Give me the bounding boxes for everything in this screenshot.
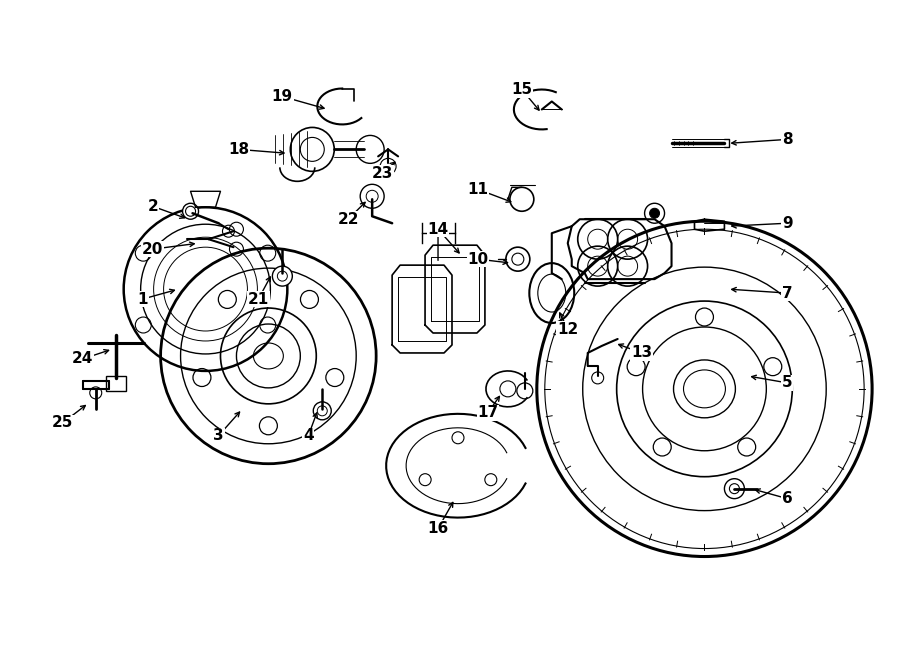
Text: 23: 23 [372, 166, 392, 181]
Text: 20: 20 [142, 242, 163, 256]
Text: 7: 7 [782, 286, 793, 301]
Text: 4: 4 [303, 428, 313, 444]
Circle shape [650, 208, 660, 218]
Circle shape [517, 383, 533, 399]
Text: 24: 24 [72, 352, 94, 366]
Text: 13: 13 [631, 346, 652, 360]
Text: 21: 21 [248, 292, 269, 307]
Text: 16: 16 [428, 521, 449, 536]
Text: 12: 12 [557, 321, 579, 336]
Text: 15: 15 [511, 82, 533, 97]
Text: 25: 25 [52, 415, 74, 430]
Text: 9: 9 [782, 215, 793, 231]
Text: 8: 8 [782, 132, 793, 147]
Text: 11: 11 [467, 182, 489, 197]
Text: 3: 3 [213, 428, 224, 444]
Circle shape [183, 204, 199, 219]
Text: 17: 17 [477, 405, 499, 420]
Text: 18: 18 [228, 142, 249, 157]
Text: 2: 2 [148, 199, 158, 214]
Text: 1: 1 [138, 292, 148, 307]
Circle shape [273, 266, 292, 286]
Text: 5: 5 [782, 375, 793, 391]
FancyBboxPatch shape [105, 376, 126, 391]
Circle shape [591, 372, 604, 384]
Text: 19: 19 [272, 89, 292, 104]
Circle shape [724, 479, 744, 498]
Text: 14: 14 [428, 221, 448, 237]
Text: 22: 22 [338, 212, 359, 227]
Text: 6: 6 [782, 491, 793, 506]
Circle shape [360, 184, 384, 208]
Text: 10: 10 [467, 252, 489, 266]
Circle shape [313, 402, 331, 420]
